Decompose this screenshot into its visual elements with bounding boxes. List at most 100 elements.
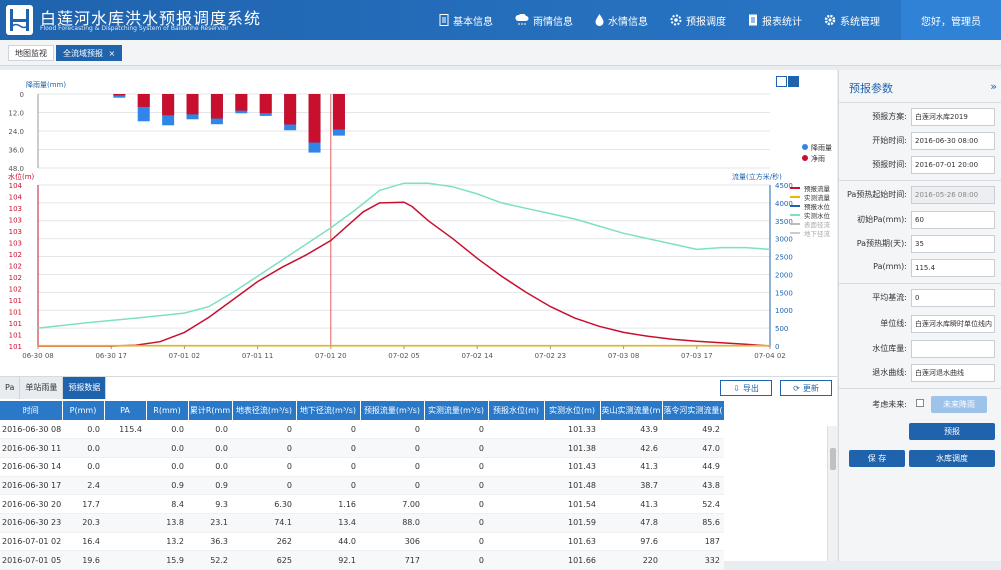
table-row[interactable]: 2016-06-30 08 0.0 115.4 0.0 0.0 0 0 0 0 101.33 43.… bbox=[0, 420, 724, 440]
table-cell: 92.1 bbox=[296, 550, 360, 570]
unit-hydrograph-select[interactable]: 白莲河水库瞬时单位线内 bbox=[911, 315, 995, 333]
initial-pa-input[interactable]: 60 bbox=[911, 211, 995, 229]
column-header[interactable]: 实测水位(m) bbox=[544, 401, 601, 420]
table-cell: 9.3 bbox=[188, 494, 232, 514]
table-cell: 0.0 bbox=[62, 438, 104, 458]
table-cell: 43.8 bbox=[662, 476, 724, 496]
x-tick-label: 06-30 17 bbox=[95, 352, 126, 360]
column-header[interactable]: 时间 bbox=[0, 401, 63, 420]
column-header[interactable]: 预报流量(m³/s) bbox=[360, 401, 425, 420]
field-label: Pa(mm): bbox=[873, 262, 907, 271]
table-cell bbox=[488, 438, 544, 458]
table-cell: 2016-06-30 17 bbox=[0, 476, 62, 496]
nav-water-info[interactable]: 水情信息 bbox=[584, 0, 659, 40]
storage-curve-select[interactable] bbox=[911, 340, 995, 358]
table-row[interactable]: 2016-06-30 11 0.0 0.0 0.0 0 0 0 0 101.38 42.6 47.0 bbox=[0, 438, 724, 458]
table-row[interactable]: 2016-06-30 23 20.3 13.8 23.1 74.1 13.4 88.0 0 10… bbox=[0, 513, 724, 533]
tab-map-monitor[interactable]: 地图监视 bbox=[8, 45, 54, 61]
column-header[interactable]: R(mm) bbox=[146, 401, 189, 420]
x-tick-label: 06-30 08 bbox=[22, 352, 53, 360]
water-level-tick-label: 101 bbox=[9, 332, 22, 340]
document-icon bbox=[439, 14, 449, 26]
zoom-reset-icon[interactable] bbox=[776, 76, 787, 87]
main-panel: 降雨量(mm) 0 12.0 24.0 36.0 48.0 降雨量 净雨 水位(m) 流量(立方米… bbox=[0, 70, 837, 570]
pa-preheat-days-stepper[interactable]: 35 bbox=[911, 235, 995, 253]
forecast-time-input[interactable]: 2016-07-01 20:00 bbox=[911, 156, 995, 174]
column-header[interactable]: 地表径流(m³/s) bbox=[232, 401, 297, 420]
nav-basic-info[interactable]: 基本信息 bbox=[428, 0, 504, 40]
legend-net-rain-icon bbox=[802, 155, 808, 161]
pa-input[interactable]: 115.4 bbox=[911, 259, 995, 277]
column-header[interactable]: 实测流量(m³/s) bbox=[424, 401, 489, 420]
app-header: 白莲河水库洪水预报调度系统 Flood Forecasting & Dispat… bbox=[0, 0, 1001, 40]
start-time-input[interactable]: 2016-06-30 08:00 bbox=[911, 132, 995, 150]
table-cell bbox=[104, 457, 146, 477]
field-label: 开始时间: bbox=[872, 136, 907, 145]
sub-tab-forecast-data[interactable]: 预报数据 bbox=[63, 377, 107, 399]
table-header-row: 时间 P(mm) PA R(mm) 累计R(mm 地表径流(m³/s) 地下径流(m³/s)… bbox=[0, 401, 725, 420]
tab-basin-forecast[interactable]: 全流域预报 × bbox=[56, 45, 123, 61]
nav-report-stats[interactable]: 报表统计 bbox=[737, 0, 813, 40]
nav-label: 水情信息 bbox=[608, 16, 648, 28]
table-cell bbox=[104, 438, 146, 458]
table-cell: 88.0 bbox=[360, 513, 424, 533]
base-flow-input[interactable]: 0 bbox=[911, 289, 995, 307]
nav-rain-info[interactable]: 雨情信息 bbox=[504, 0, 584, 40]
table-cell: 6.30 bbox=[232, 494, 296, 514]
scheme-select[interactable]: 白莲河水库2019 bbox=[911, 108, 995, 126]
main-nav: 基本信息 雨情信息 水情信息 预报调度 报表统计 系统管理 bbox=[428, 0, 891, 40]
column-header[interactable]: 英山实测流量(m bbox=[600, 401, 663, 420]
user-greeting[interactable]: 您好，管理员 bbox=[901, 0, 1001, 40]
sidebar-title: 预报参数 bbox=[849, 82, 893, 95]
column-header[interactable]: 落令河实测流量( bbox=[662, 401, 725, 420]
future-checkbox[interactable] bbox=[916, 399, 924, 407]
table-cell: 0 bbox=[232, 476, 296, 496]
column-header[interactable]: 累计R(mm bbox=[188, 401, 233, 420]
table-cell: 19.6 bbox=[62, 550, 104, 570]
water-level-tick-label: 103 bbox=[9, 240, 22, 248]
export-button[interactable]: ⇩ 导出 bbox=[720, 380, 772, 396]
net-rain-bar bbox=[210, 94, 223, 119]
forecast-button[interactable]: 预报 bbox=[909, 423, 995, 440]
field-label: Pa预热期(天): bbox=[856, 239, 907, 248]
table-row[interactable]: 2016-07-01 05 19.6 15.9 52.2 625 92.1 717 0 101.… bbox=[0, 550, 724, 570]
table-cell: 1.16 bbox=[296, 494, 360, 514]
page-tab-bar: 地图监视 全流域预报 × bbox=[0, 40, 1001, 66]
field-label: 预报时间: bbox=[872, 160, 907, 169]
table-row[interactable]: 2016-06-30 20 17.7 8.4 9.3 6.30 1.16 7.00 0 101.… bbox=[0, 494, 724, 514]
column-header[interactable]: 地下径流(m³/s) bbox=[296, 401, 361, 420]
column-header[interactable]: 预报水位(m) bbox=[488, 401, 545, 420]
series-line bbox=[38, 201, 771, 347]
search-icon[interactable] bbox=[788, 76, 799, 87]
table-cell: 0 bbox=[232, 420, 296, 440]
table-cell: 2016-06-30 20 bbox=[0, 494, 62, 514]
scroll-thumb[interactable] bbox=[830, 448, 836, 470]
table-row[interactable]: 2016-06-30 14 0.0 0.0 0.0 0 0 0 0 101.43 41.3 44.9 bbox=[0, 457, 724, 477]
table-row[interactable]: 2016-06-30 17 2.4 0.9 0.9 0 0 0 0 101.48 38.7 43.8 bbox=[0, 476, 724, 496]
table-cell: 2016-07-01 05 bbox=[0, 550, 62, 570]
legend-rain-icon bbox=[802, 144, 808, 150]
table-scrollbar[interactable] bbox=[827, 426, 837, 561]
field-pa-preheat-days: Pa预热期(天): 35 bbox=[839, 235, 1001, 253]
sub-tab-station-rain[interactable]: 单站雨量 bbox=[20, 377, 64, 399]
table-cell: 38.7 bbox=[600, 476, 662, 496]
column-header[interactable]: P(mm) bbox=[62, 401, 105, 420]
collapse-icon[interactable]: » bbox=[990, 80, 997, 93]
close-icon[interactable]: × bbox=[108, 49, 116, 58]
recession-curve-select[interactable]: 白莲河退水曲线 bbox=[911, 364, 995, 382]
future-rain-button[interactable]: 未来降雨 bbox=[931, 396, 987, 413]
sub-tab-pa[interactable]: Pa bbox=[0, 377, 21, 399]
table-cell: 187 bbox=[662, 532, 724, 552]
table-cell: 20.3 bbox=[62, 513, 104, 533]
column-header[interactable]: PA bbox=[104, 401, 147, 420]
table-cell bbox=[104, 532, 146, 552]
reservoir-dispatch-button[interactable]: 水库调度 bbox=[909, 450, 995, 467]
nav-label: 雨情信息 bbox=[533, 16, 573, 28]
save-button[interactable]: 保 存 bbox=[849, 450, 905, 467]
table-cell: 13.2 bbox=[146, 532, 188, 552]
nav-system-admin[interactable]: 系统管理 bbox=[813, 0, 891, 40]
table-row[interactable]: 2016-07-01 02 16.4 13.2 36.3 262 44.0 306 0 101.… bbox=[0, 532, 724, 552]
nav-forecast-dispatch[interactable]: 预报调度 bbox=[659, 0, 737, 40]
table-cell bbox=[104, 550, 146, 570]
refresh-button[interactable]: ⟳ 更新 bbox=[780, 380, 832, 396]
